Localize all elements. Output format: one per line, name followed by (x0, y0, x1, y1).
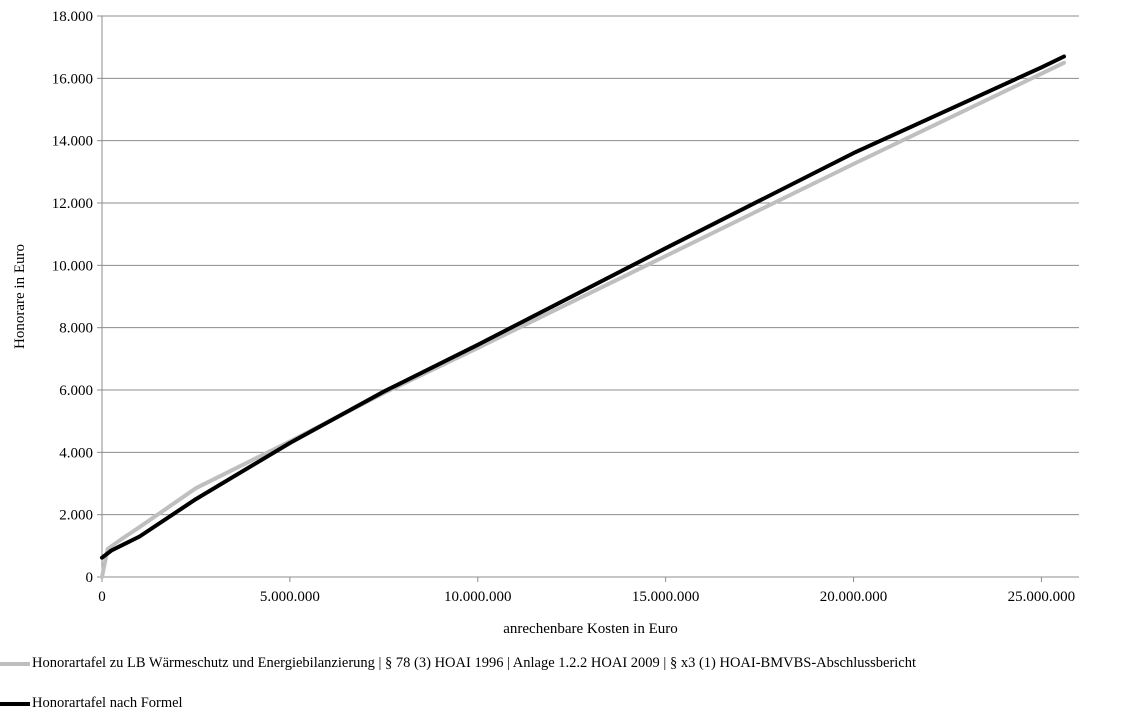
x-tick-label: 25.000.000 (1008, 589, 1076, 605)
axes (97, 15, 1079, 582)
chart: 0 2.000 4.000 6.000 8.000 10.000 12.000 14.000 1… (12, 9, 1079, 637)
y-tick-label: 4.000 (59, 445, 93, 461)
y-tick-label: 0 (86, 570, 94, 586)
series-line-1 (100, 60, 1066, 579)
x-tick-label: 20.000.000 (820, 589, 888, 605)
y-tick-label: 12.000 (52, 196, 93, 212)
gridlines (102, 15, 1079, 516)
y-tick-label: 18.000 (52, 9, 93, 25)
series-lines (100, 54, 1066, 579)
y-tick-label: 6.000 (59, 383, 93, 399)
x-tick-label: 5.000.000 (260, 589, 320, 605)
y-axis-label: Honorare in Euro (12, 244, 28, 349)
x-axis-label: anrechenbare Kosten in Euro (503, 621, 678, 637)
legend-label: Honorartafel nach Formel (32, 695, 183, 711)
y-tick-label: 8.000 (59, 321, 93, 337)
y-tick-label: 10.000 (52, 258, 93, 274)
series-line-2 (100, 54, 1066, 560)
legend-label: Honorartafel zu LB Wärmeschutz und Energ… (32, 655, 917, 671)
legend-swatch (0, 661, 30, 666)
legend-swatch (0, 701, 30, 706)
x-tick-label: 0 (98, 589, 106, 605)
tick-labels: 0 2.000 4.000 6.000 8.000 10.000 12.000 14.000 1… (52, 9, 1075, 605)
y-tick-label: 16.000 (52, 71, 93, 87)
legend-item-1: Honorartafel zu LB Wärmeschutz und Energ… (0, 655, 916, 672)
y-tick-label: 2.000 (59, 508, 93, 524)
x-tick-label: 15.000.000 (632, 589, 700, 605)
legend-item-2: Honorartafel nach Formel (0, 695, 183, 712)
x-tick-label: 10.000.000 (444, 589, 512, 605)
y-tick-label: 14.000 (52, 134, 93, 150)
